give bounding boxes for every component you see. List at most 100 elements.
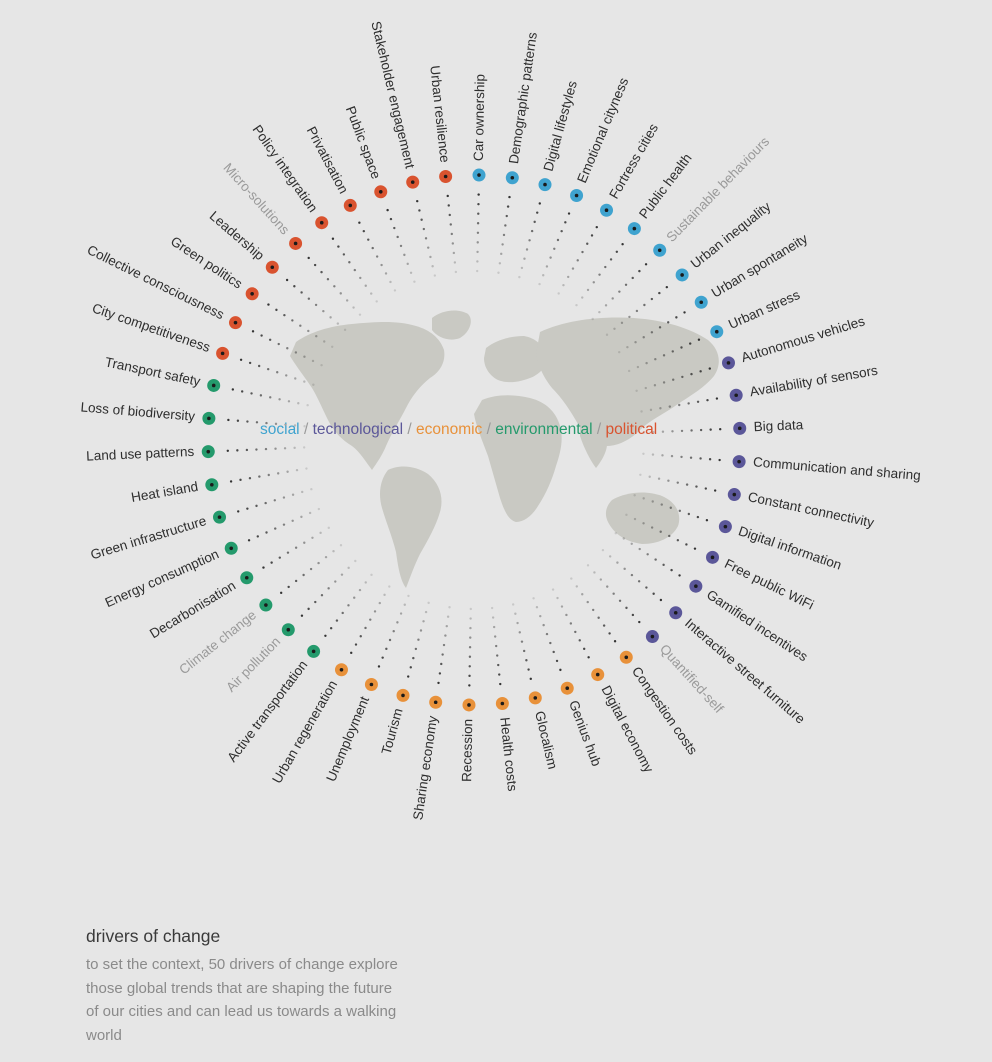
leader-dot [300,291,303,294]
leader-dot [265,531,268,534]
leader-dot [255,421,259,424]
leader-dot [680,455,683,459]
driver-marker-center [657,248,662,253]
leader-dot [336,322,340,325]
leader-dot [227,418,230,422]
leader-dot [476,250,479,254]
leader-dot [332,550,335,553]
driver-label: Transport safety [104,354,202,389]
leader-dot [501,243,504,246]
leader-dot [257,364,261,368]
leader-dot [417,638,420,641]
leader-dot [286,551,290,554]
leader-dot [525,659,528,662]
leader-dot [633,517,637,521]
leader-dot [637,580,641,583]
leader-dot [342,253,346,256]
leader-dot [536,211,539,214]
driver-label: Recession [459,719,475,782]
leader-dot [591,608,595,612]
leader-dot [608,555,612,558]
world-map [290,310,719,588]
leader-dot [715,397,719,400]
driver-label: Communication and sharing [753,454,922,483]
leader-dot [627,369,631,373]
leader-dot [687,512,691,516]
leader-dot [574,630,577,634]
leader-dot [614,532,617,535]
leader-dot [570,577,573,580]
driver-land-use-patterns: Land use patterns [86,444,306,464]
driver-label: Genius hub [566,698,604,768]
leader-dot [611,297,614,300]
leader-dot [704,487,708,490]
leader-dot [633,494,636,497]
leader-dot [687,402,690,405]
asia-shape [536,317,719,446]
driver-marker-center [732,492,737,497]
leader-dot [623,567,626,571]
leader-dot [284,423,287,426]
leader-dot [353,268,357,272]
leader-dot [283,313,286,317]
leader-dot [370,292,373,295]
leader-dot [307,297,311,300]
europe-shape [484,336,547,383]
driver-marker-center [595,672,600,677]
leader-dot [287,585,290,589]
leader-dot [659,598,663,602]
leader-dot [324,555,328,559]
leader-dot [362,229,366,233]
leader-dot [315,335,318,338]
leader-dot [447,204,450,207]
leader-dot [668,534,671,538]
leader-dot [562,283,565,287]
leader-dot [334,580,337,583]
leader-dot [699,457,702,460]
legend-separator: / [299,421,313,438]
leader-dot [654,358,657,361]
leader-dot [406,262,409,266]
leader-dot [587,656,590,659]
leader-dot [680,346,683,349]
leader-dot [285,278,289,282]
leader-dot [262,566,265,569]
leader-dot [696,400,700,403]
leader-dot [631,613,635,617]
driver-marker-center [443,174,448,179]
leader-dot [659,530,662,533]
leader-dot [251,330,255,333]
legend-separator: / [592,421,606,438]
leader-dot [621,242,624,246]
leader-dot [340,573,344,576]
leader-dot [564,221,567,224]
driver-marker-center [401,693,405,698]
leader-dot [343,328,347,332]
leader-dot [651,453,655,456]
leader-dot [681,375,684,379]
leader-dot [308,511,312,515]
leader-dot [266,367,270,371]
india-shape [580,422,608,468]
driver-urban-resilience: Urban resilience [427,65,458,274]
leader-dot [571,267,575,270]
leader-dot [676,481,679,484]
leader-dot [555,659,559,663]
leader-dot [713,489,717,492]
driver-stakeholder-engagement: Stakeholder engagement [368,20,437,277]
driver-marker-center [737,459,741,464]
leader-dot [297,402,300,405]
leader-dot [409,271,413,274]
leader-dot [326,278,330,281]
leader-dot [445,624,448,628]
leader-dot [433,274,437,277]
leader-dot [518,631,521,634]
leader-dot [448,606,451,609]
leader-dot [530,229,534,233]
driver-marker-center [319,220,324,225]
leader-dot [420,218,423,221]
driver-label: Health costs [497,717,520,793]
caption-title: drivers of change [86,926,221,946]
leader-dot [659,407,662,410]
